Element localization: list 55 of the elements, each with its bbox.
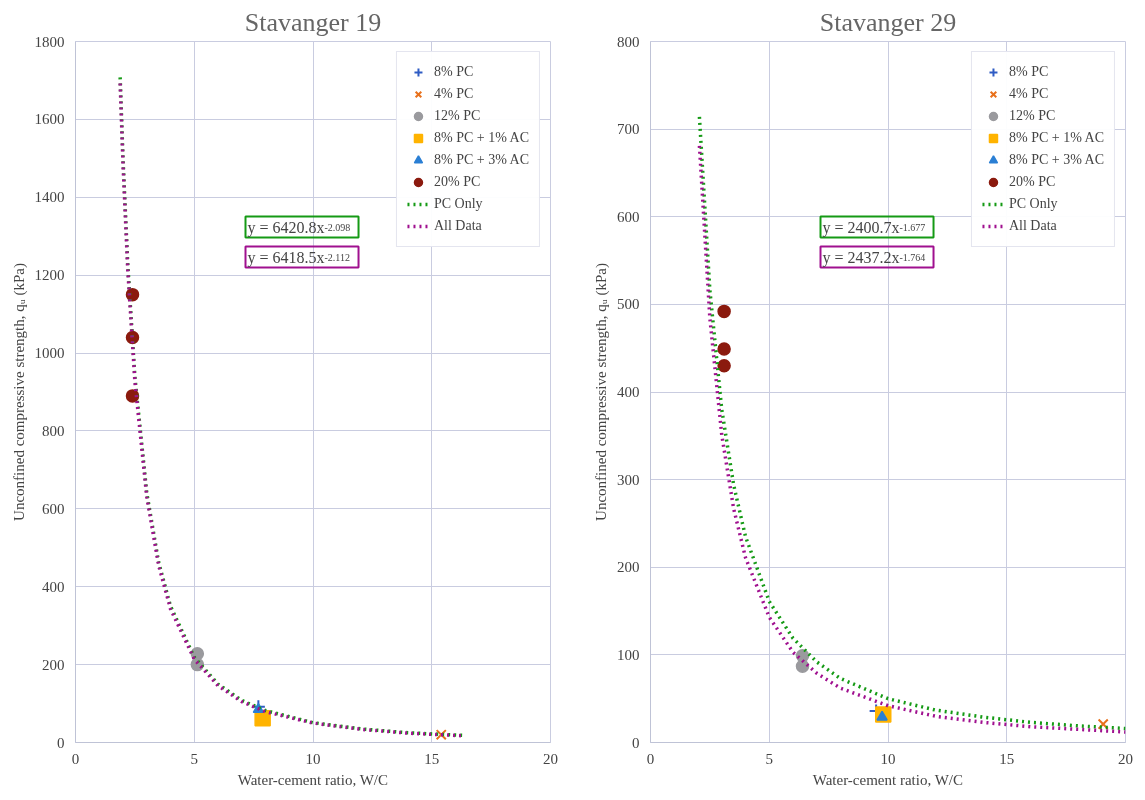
y-tick-label: 1800	[34, 33, 65, 50]
x-tick-label: 20	[543, 750, 558, 767]
x-tick-label: 10	[880, 750, 896, 767]
x-tick-label: 5	[190, 750, 198, 767]
y-tick-label: 600	[617, 208, 640, 225]
chart-title: Stavanger 29	[819, 7, 957, 37]
legend-label: 8% PC + 3% AC	[1008, 152, 1104, 168]
y-tick-label: 200	[617, 559, 640, 576]
legend-label: 8% PC	[1008, 64, 1049, 80]
legend-label: 20% PC	[433, 174, 481, 190]
legend-label: All Data	[433, 218, 482, 234]
annotation: y = 6420.8x-2.098	[247, 218, 357, 237]
y-tick-label: 1600	[34, 111, 65, 128]
y-tick-label: 300	[617, 471, 640, 488]
y-tick-label: 700	[617, 121, 640, 138]
legend-label: PC Only	[433, 196, 483, 212]
x-tick-label: 0	[71, 750, 80, 767]
legend-label: 8% PC + 1% AC	[433, 130, 529, 146]
x-tick-label: 10	[305, 750, 321, 767]
y-tick-label: 500	[617, 296, 640, 313]
x-axis-title: Water-cement ratio, W/C	[237, 771, 388, 788]
legend-label: 20% PC	[1008, 174, 1056, 190]
x-tick-label: 5	[765, 750, 773, 767]
y-tick-label: 400	[42, 578, 65, 595]
x-tick-label: 20	[1118, 750, 1133, 767]
annotation: y = 2437.2x-1.764	[822, 248, 932, 267]
chart-title: Stavanger 19	[244, 7, 382, 37]
y-axis-title: Unconfined compressive strength, qᵤ (kPa)	[10, 263, 28, 521]
x-tick-label: 0	[646, 750, 655, 767]
legend-label: PC Only	[1008, 196, 1058, 212]
y-tick-label: 800	[42, 422, 65, 439]
legend-label: 8% PC	[433, 64, 474, 80]
y-tick-label: 200	[42, 656, 65, 673]
y-axis-title: Unconfined compressive strength, qᵤ (kPa)	[593, 263, 610, 521]
annotation: y = 6418.5x-2.112	[247, 248, 357, 267]
x-tick-label: 15	[999, 750, 1015, 767]
legend-label: 12% PC	[1008, 108, 1056, 124]
legend-label: 8% PC + 3% AC	[433, 152, 529, 168]
y-tick-label: 1400	[34, 189, 65, 206]
legend-label: All Data	[1008, 218, 1057, 234]
x-axis-title: Water-cement ratio, W/C	[812, 771, 963, 788]
y-tick-label: 1200	[34, 267, 65, 284]
y-tick-label: 800	[617, 33, 640, 50]
y-tick-label: 0	[632, 734, 640, 751]
y-tick-label: 100	[617, 646, 640, 663]
y-tick-label: 400	[617, 384, 640, 400]
x-tick-label: 15	[424, 750, 440, 767]
y-tick-label: 1000	[34, 345, 65, 362]
y-tick-label: 600	[42, 500, 65, 517]
annotation: y = 2400.7x-1.677	[822, 218, 932, 237]
legend-label: 8% PC + 1% AC	[1008, 130, 1104, 146]
y-tick-label: 0	[57, 734, 65, 751]
legend-label: 12% PC	[433, 108, 481, 124]
legend-label: 4% PC	[433, 86, 474, 102]
legend-label: 4% PC	[1008, 86, 1049, 102]
